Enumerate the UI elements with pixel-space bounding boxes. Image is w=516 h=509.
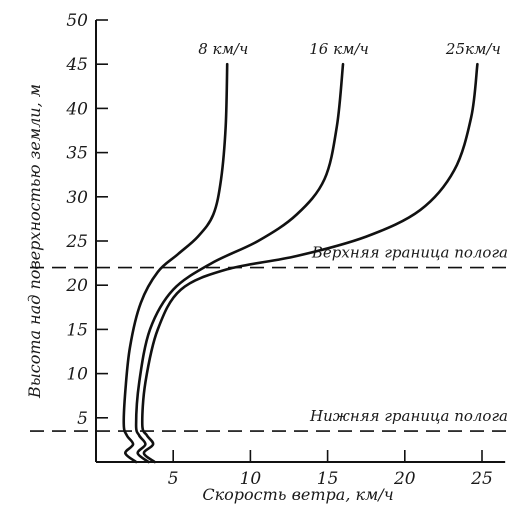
series-line-3 [140, 62, 479, 464]
y-tick-label: 35 [66, 144, 88, 164]
y-tick-label: 25 [65, 232, 88, 252]
series-label-3: 25км/ч [445, 40, 501, 58]
series-label-1: 8 км/ч [198, 40, 248, 58]
x-axis-title: Скорость ветра, км/ч [202, 485, 393, 504]
y-tick-label: 5 [77, 409, 88, 429]
reference-line-label: Нижняя граница полога [309, 407, 508, 425]
x-tick-label: 5 [168, 469, 179, 489]
y-tick-label: 10 [66, 365, 88, 385]
x-tick-label: 15 [317, 469, 339, 489]
y-tick-label: 20 [65, 276, 88, 296]
x-tick-label: 25 [470, 469, 493, 489]
y-tick-label: 30 [66, 188, 88, 208]
x-tick-label: 10 [240, 469, 262, 489]
series-line-1 [122, 62, 229, 464]
labels-group: 8 км/ч 16 км/ч 25км/ч [198, 40, 501, 58]
y-tick-label: 50 [66, 11, 88, 31]
y-tick-label: 15 [66, 320, 88, 340]
x-tick-label: 20 [393, 469, 416, 489]
series-group [122, 62, 479, 464]
y-tick-label: 45 [65, 55, 88, 75]
axes: 5 10 15 20 25 30 35 40 45 50 5 10 15 20 25 Скорость вет… [25, 11, 506, 504]
reference-line-label: Верхняя граница полога [311, 244, 508, 262]
y-tick-label: 40 [65, 99, 88, 119]
series-label-2: 16 км/ч [309, 40, 369, 58]
reference-lines: Верхняя граница полога Нижняя граница пол… [30, 244, 510, 432]
series-line-2 [134, 62, 345, 464]
y-axis-title: Высота над поверхностью земли, м [25, 84, 44, 399]
